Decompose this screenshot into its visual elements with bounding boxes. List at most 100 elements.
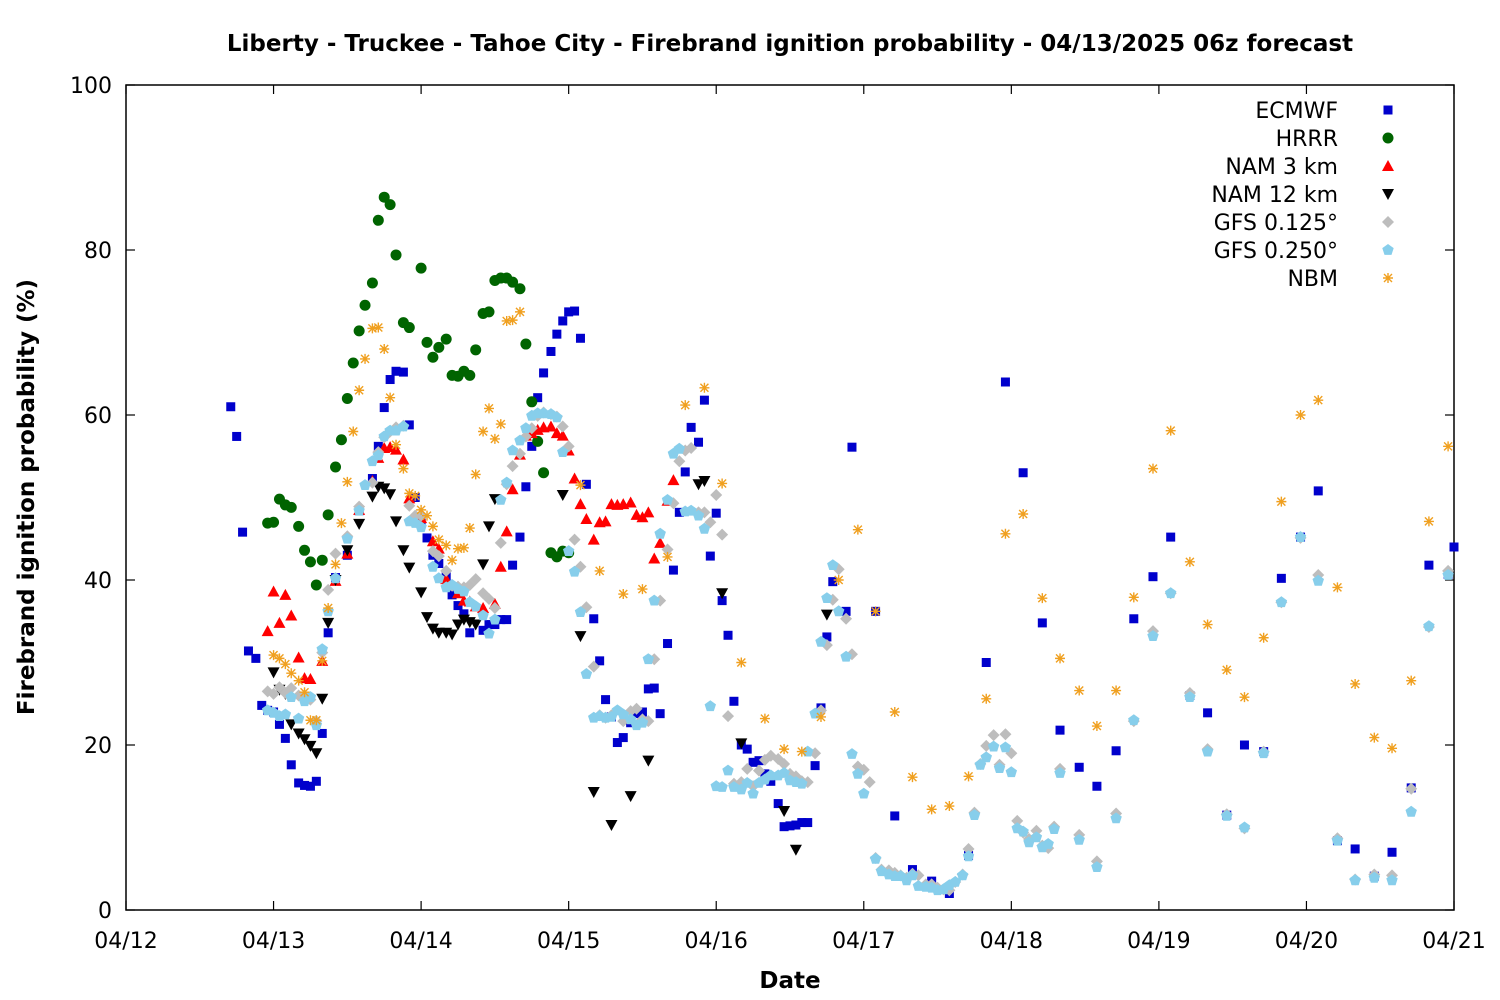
data-point bbox=[502, 615, 512, 625]
data-point bbox=[766, 776, 776, 786]
data-point bbox=[378, 483, 391, 495]
data-point bbox=[796, 746, 807, 757]
data-point bbox=[506, 444, 519, 456]
data-point bbox=[944, 801, 955, 812]
data-point bbox=[305, 715, 316, 726]
data-point bbox=[521, 482, 531, 492]
data-point bbox=[257, 700, 267, 710]
data-point bbox=[1313, 395, 1324, 406]
data-point bbox=[612, 738, 622, 748]
data-point bbox=[336, 518, 347, 529]
data-point bbox=[298, 734, 311, 746]
data-point bbox=[274, 653, 285, 664]
data-point bbox=[618, 733, 628, 743]
data-point bbox=[515, 532, 525, 542]
data-point bbox=[587, 787, 600, 799]
data-point bbox=[373, 322, 384, 333]
data-point bbox=[1239, 692, 1250, 703]
data-point bbox=[809, 707, 821, 719]
data-point bbox=[587, 660, 600, 673]
data-point bbox=[1350, 844, 1360, 854]
data-point bbox=[722, 764, 734, 776]
data-point bbox=[427, 521, 438, 532]
legend-marker bbox=[1382, 160, 1394, 171]
data-point bbox=[415, 262, 427, 274]
legend-marker bbox=[1383, 273, 1393, 283]
data-point bbox=[372, 449, 384, 461]
data-point bbox=[533, 393, 543, 403]
data-point bbox=[1073, 833, 1085, 845]
data-point bbox=[322, 509, 334, 521]
data-point bbox=[506, 460, 519, 473]
y-tick-label: 80 bbox=[84, 239, 112, 264]
data-point bbox=[506, 483, 519, 495]
data-point bbox=[426, 623, 439, 635]
data-point bbox=[827, 559, 839, 570]
data-point bbox=[311, 776, 321, 786]
series-gfs-0-250- bbox=[261, 407, 1454, 896]
legend-marker bbox=[1382, 244, 1394, 255]
data-point bbox=[1221, 664, 1232, 675]
data-point bbox=[1005, 766, 1017, 778]
data-point bbox=[360, 353, 371, 364]
data-point bbox=[833, 605, 845, 617]
data-point bbox=[416, 504, 427, 515]
data-point bbox=[999, 728, 1012, 741]
data-point bbox=[987, 729, 1000, 742]
data-point bbox=[1148, 572, 1158, 582]
data-point bbox=[1011, 814, 1024, 827]
data-point bbox=[330, 559, 341, 570]
data-point bbox=[1091, 861, 1103, 872]
data-point bbox=[1129, 614, 1139, 624]
data-point bbox=[341, 393, 353, 404]
data-point bbox=[397, 545, 410, 557]
data-point bbox=[863, 776, 876, 789]
data-point bbox=[335, 434, 347, 446]
data-point bbox=[717, 478, 728, 489]
data-point bbox=[285, 682, 298, 695]
data-point bbox=[433, 534, 444, 545]
data-point bbox=[1405, 782, 1418, 795]
legend-label: NBM bbox=[1287, 267, 1338, 292]
data-point bbox=[551, 411, 563, 423]
data-point bbox=[1424, 560, 1434, 570]
data-point bbox=[359, 299, 371, 311]
data-point bbox=[1276, 573, 1286, 583]
data-point bbox=[1111, 746, 1121, 756]
data-point bbox=[748, 757, 758, 767]
data-point bbox=[464, 369, 476, 381]
data-point bbox=[323, 603, 334, 614]
data-point bbox=[754, 756, 764, 766]
data-point bbox=[642, 653, 655, 665]
data-point bbox=[226, 402, 236, 412]
data-point bbox=[267, 667, 280, 679]
data-point bbox=[279, 708, 292, 720]
data-point bbox=[580, 512, 593, 524]
data-point bbox=[482, 521, 495, 533]
data-point bbox=[484, 620, 494, 630]
data-point bbox=[1442, 569, 1454, 580]
plot-frame bbox=[125, 84, 1455, 911]
data-point bbox=[594, 565, 605, 576]
data-point bbox=[962, 842, 975, 855]
axis-ticks: 0 20 40 60 80 100 04/12 04/13 04/14 04/15 04/16 04/… bbox=[70, 74, 1486, 954]
data-point bbox=[654, 536, 667, 548]
data-point bbox=[434, 559, 444, 568]
data-point bbox=[546, 346, 556, 356]
data-point bbox=[310, 579, 322, 591]
data-point bbox=[846, 748, 858, 759]
data-point bbox=[705, 551, 715, 561]
data-point bbox=[624, 496, 637, 508]
y-tick-label: 0 bbox=[98, 899, 112, 924]
data-point bbox=[285, 609, 298, 621]
data-point bbox=[1184, 691, 1196, 702]
data-point bbox=[716, 588, 729, 600]
data-point bbox=[686, 422, 696, 432]
data-point bbox=[539, 368, 549, 378]
data-point bbox=[587, 533, 600, 545]
legend-marker bbox=[1382, 189, 1394, 200]
data-point bbox=[422, 510, 433, 521]
data-point bbox=[452, 619, 464, 631]
data-point bbox=[489, 433, 500, 444]
data-point bbox=[716, 528, 729, 541]
